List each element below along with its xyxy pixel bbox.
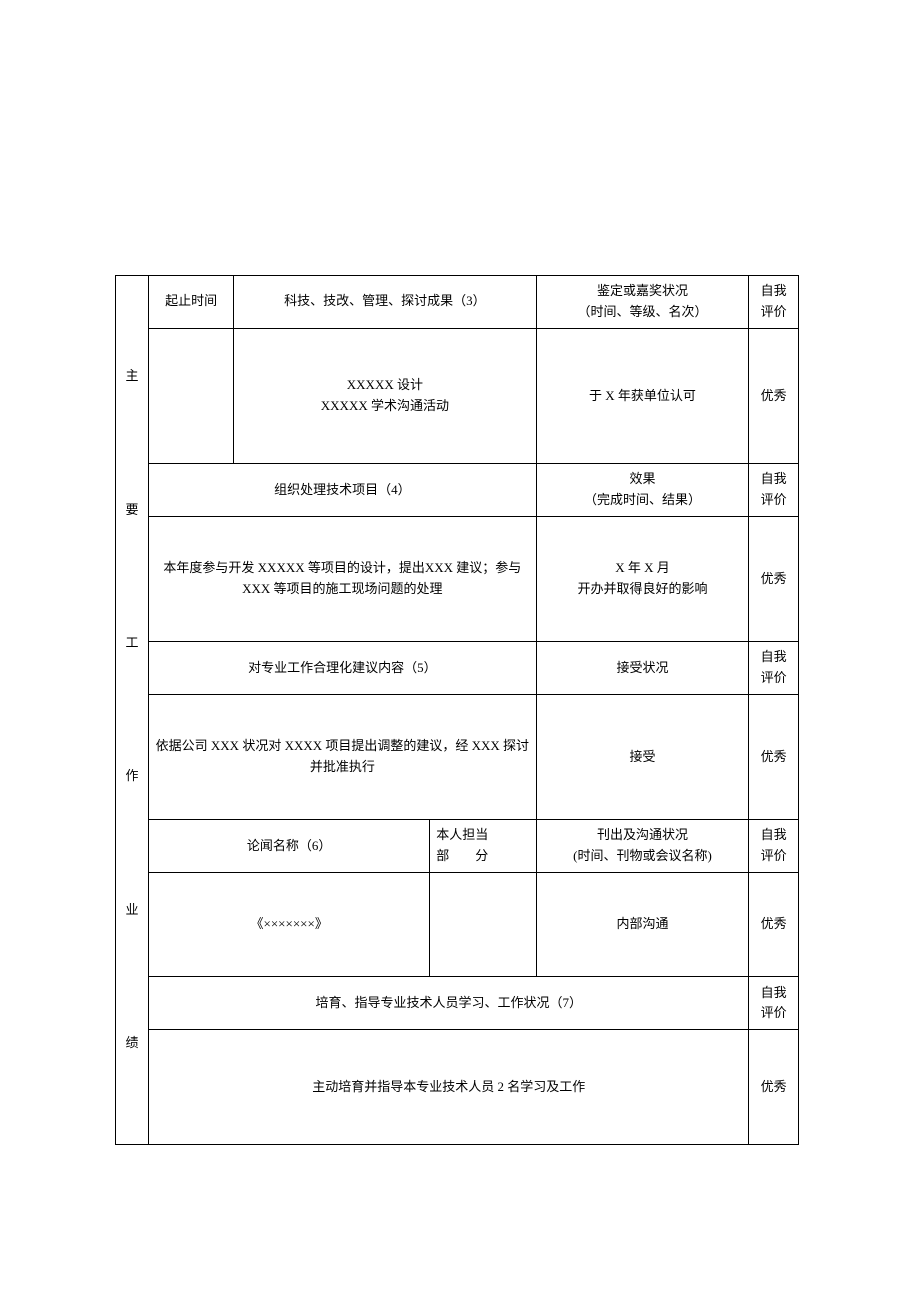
section6-hdr-eval: 自我评价 — [749, 820, 799, 873]
section3-header-row: 主 要 工 作 业 绩 起止时间 科技、技改、管理、探讨成果（3） 鉴定或嘉奖状… — [116, 276, 799, 329]
section4-hdr-eval: 自我评价 — [749, 464, 799, 517]
section4-hdr-status: 效果 （完成时间、结果） — [536, 464, 749, 517]
section3-hdr-time: 起止时间 — [149, 276, 234, 329]
sidebar-char-1: 主 — [126, 366, 139, 387]
section4-hdr-status-l2: （完成时间、结果） — [543, 490, 743, 511]
section6-body-main: 《×××××××》 — [149, 873, 430, 977]
section4-body-eval: 优秀 — [749, 517, 799, 642]
section6-hdr-status: 刊出及沟通状况 (时间、刊物或会议名称) — [536, 820, 749, 873]
sidebar-vertical-label: 主 要 工 作 业 绩 — [116, 276, 149, 1145]
section6-hdr-role-l2: 部 分 — [436, 846, 529, 867]
section3-body-row: XXXXX 设计 XXXXX 学术沟通活动 于 X 年获单位认可 优秀 — [116, 328, 799, 464]
section3-body-time — [149, 328, 234, 464]
section6-header-row: 论闻名称（6） 本人担当 部 分 刊出及沟通状况 (时间、刊物或会议名称) 自我… — [116, 820, 799, 873]
sidebar-char-3: 工 — [126, 633, 139, 654]
section4-hdr-status-l1: 效果 — [543, 469, 743, 490]
section3-body-main-l1: XXXXX 设计 — [240, 375, 530, 396]
section4-body-main: 本年度参与开发 XXXXX 等项目的设计，提出XXX 建议；参与 XXX 等项目… — [149, 517, 537, 642]
section3-hdr-status: 鉴定或嘉奖状况 （时间、等级、名次） — [536, 276, 749, 329]
section7-body-eval: 优秀 — [749, 1030, 799, 1145]
section3-body-eval: 优秀 — [749, 328, 799, 464]
section3-body-status: 于 X 年获单位认可 — [536, 328, 749, 464]
section6-body-status: 内部沟通 — [536, 873, 749, 977]
section3-hdr-eval: 自我评价 — [749, 276, 799, 329]
sidebar-char-4: 作 — [126, 766, 139, 787]
section5-body-status: 接受 — [536, 695, 749, 820]
section4-body-status-l1: X 年 X 月 — [543, 558, 743, 579]
sidebar-char-6: 绩 — [126, 1033, 139, 1054]
section5-header-row: 对专业工作合理化建议内容（5） 接受状况 自我评价 — [116, 642, 799, 695]
section3-hdr-main: 科技、技改、管理、探讨成果（3） — [234, 276, 537, 329]
document-page: 主 要 工 作 业 绩 起止时间 科技、技改、管理、探讨成果（3） 鉴定或嘉奖状… — [115, 275, 799, 1145]
section6-body-role — [430, 873, 536, 977]
section3-hdr-status-l2: （时间、等级、名次） — [543, 302, 743, 323]
section5-body-eval: 优秀 — [749, 695, 799, 820]
section4-body-status: X 年 X 月 开办并取得良好的影响 — [536, 517, 749, 642]
section7-hdr-main: 培育、指导专业技术人员学习、工作状况（7） — [149, 977, 749, 1030]
section4-hdr-main: 组织处理技术项目（4） — [149, 464, 537, 517]
section7-body-row: 主动培育并指导本专业技术人员 2 名学习及工作 优秀 — [116, 1030, 799, 1145]
section4-body-row: 本年度参与开发 XXXXX 等项目的设计，提出XXX 建议；参与 XXX 等项目… — [116, 517, 799, 642]
section6-hdr-role-l1: 本人担当 — [436, 825, 529, 846]
sidebar-char-2: 要 — [126, 500, 139, 521]
section5-hdr-status: 接受状况 — [536, 642, 749, 695]
section7-header-row: 培育、指导专业技术人员学习、工作状况（7） 自我评价 — [116, 977, 799, 1030]
section7-body-main: 主动培育并指导本专业技术人员 2 名学习及工作 — [149, 1030, 749, 1145]
section6-hdr-status-l1: 刊出及沟通状况 — [543, 825, 743, 846]
section6-hdr-main: 论闻名称（6） — [149, 820, 430, 873]
section5-hdr-main: 对专业工作合理化建议内容（5） — [149, 642, 537, 695]
sidebar-char-5: 业 — [126, 900, 139, 921]
section6-hdr-role: 本人担当 部 分 — [430, 820, 536, 873]
section5-body-main: 依据公司 XXX 状况对 XXXX 项目提出调整的建议，经 XXX 探讨并批准执… — [149, 695, 537, 820]
section3-hdr-status-l1: 鉴定或嘉奖状况 — [543, 281, 743, 302]
section6-body-row: 《×××××××》 内部沟通 优秀 — [116, 873, 799, 977]
section4-header-row: 组织处理技术项目（4） 效果 （完成时间、结果） 自我评价 — [116, 464, 799, 517]
section4-body-status-l2: 开办并取得良好的影响 — [543, 579, 743, 600]
section6-hdr-status-l2: (时间、刊物或会议名称) — [543, 846, 743, 867]
section3-body-main: XXXXX 设计 XXXXX 学术沟通活动 — [234, 328, 537, 464]
section3-body-main-l2: XXXXX 学术沟通活动 — [240, 396, 530, 417]
performance-table: 主 要 工 作 业 绩 起止时间 科技、技改、管理、探讨成果（3） 鉴定或嘉奖状… — [115, 275, 799, 1145]
section5-body-row: 依据公司 XXX 状况对 XXXX 项目提出调整的建议，经 XXX 探讨并批准执… — [116, 695, 799, 820]
section6-body-eval: 优秀 — [749, 873, 799, 977]
section5-hdr-eval: 自我评价 — [749, 642, 799, 695]
section7-hdr-eval: 自我评价 — [749, 977, 799, 1030]
